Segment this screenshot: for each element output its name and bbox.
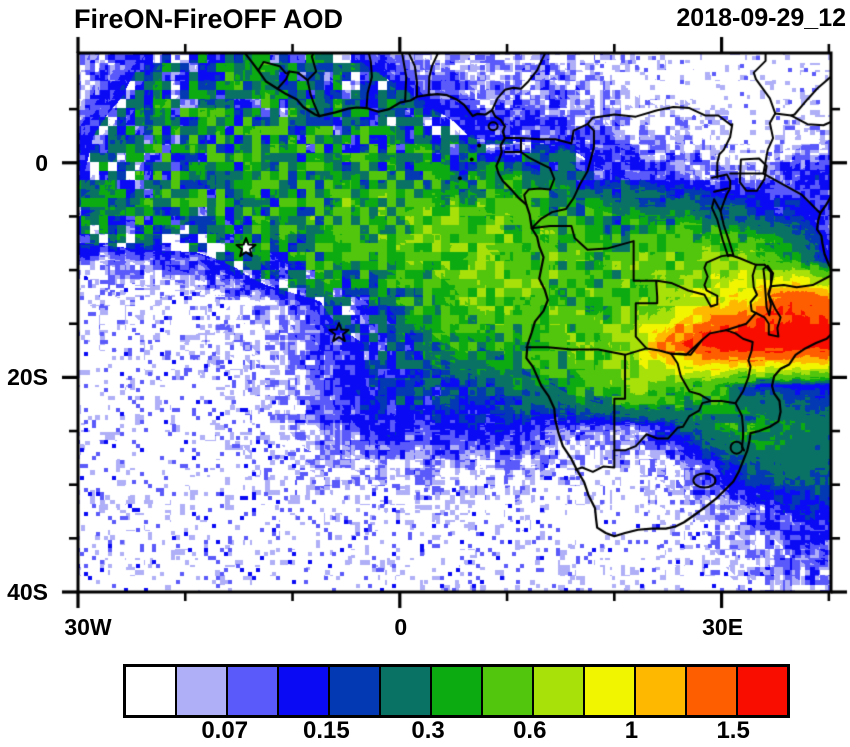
colorbar-cell-2	[228, 667, 279, 715]
colorbar-label-0.15: 0.15	[303, 717, 350, 744]
colorbar-cell-11	[687, 667, 738, 715]
x-axis-label-30W: 30W	[64, 614, 112, 640]
y-axis-label-0: 0	[35, 149, 48, 176]
colorbar-cell-10	[636, 667, 687, 715]
colorbar-label-1: 1	[624, 717, 639, 744]
x-axis-label-0: 0	[394, 614, 408, 640]
colorbar-cell-1	[177, 667, 228, 715]
colorbar-label-0.07: 0.07	[201, 717, 249, 744]
plot-timestamp: 2018-09-29_12	[676, 4, 846, 32]
colorbar-label-0.3: 0.3	[411, 717, 445, 744]
y-axis-label-40S: 40S	[7, 579, 48, 605]
colorbar-cell-4	[330, 667, 381, 715]
colorbar-cell-0	[126, 667, 177, 715]
colorbar-cell-3	[279, 667, 330, 715]
colorbar-cell-6	[432, 667, 483, 715]
colorbar-cell-7	[483, 667, 534, 715]
y-axis-label-20S: 20S	[7, 364, 48, 391]
colorbar-cell-5	[381, 667, 432, 715]
colorbar-cell-12	[738, 667, 787, 715]
colorbar-label-0.6: 0.6	[513, 717, 547, 744]
colorbar-cell-9	[585, 667, 636, 715]
colorbar-label-1.5: 1.5	[716, 717, 750, 744]
colorbar	[123, 664, 790, 718]
x-axis-label-30E: 30E	[702, 614, 744, 640]
plot-title: FireON-FireOFF AOD	[74, 4, 344, 34]
map-canvas	[0, 0, 850, 660]
colorbar-cell-8	[534, 667, 585, 715]
